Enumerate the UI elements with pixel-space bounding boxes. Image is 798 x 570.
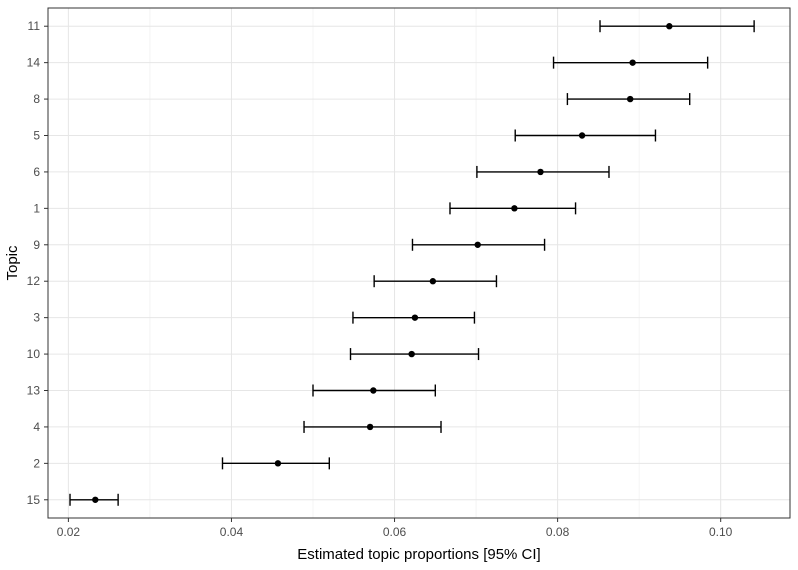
x-tick-label: 0.02 (57, 525, 81, 539)
errorbar-topic-3 (352, 311, 476, 324)
errorbar-topic-8 (566, 93, 691, 106)
point-estimate (629, 59, 636, 66)
errorbar-topic-6 (476, 165, 610, 178)
errorbar-topic-15 (69, 493, 119, 506)
errorbar-topic-4 (303, 420, 442, 433)
y-axis: 11 14 8 5 6 1 9 12 3 10 13 4 2 15 (27, 19, 48, 507)
panel-border (47, 7, 791, 519)
x-axis-title: Estimated topic proportions [95% CI] (297, 546, 540, 563)
x-tick-label: 0.08 (546, 525, 570, 539)
y-tick-label: 11 (28, 19, 41, 33)
y-tick-label: 12 (27, 274, 41, 288)
errorbar-topic-2 (221, 457, 331, 470)
y-tick-label: 1 (33, 201, 40, 215)
y-axis-title: Topic (4, 245, 21, 281)
point-estimate (578, 132, 586, 139)
errorbar-topic-13 (312, 384, 437, 397)
x-tick-label: 0.06 (383, 525, 407, 539)
point-estimate (370, 387, 377, 394)
errorbar-topic-12 (373, 275, 498, 288)
point-estimate (366, 423, 374, 431)
point-estimate (274, 460, 282, 467)
point-estimate (666, 23, 673, 30)
errorbar-topic-14 (552, 56, 709, 69)
y-tick-label: 4 (33, 420, 40, 434)
y-tick-label: 6 (33, 165, 40, 179)
point-estimate (537, 168, 544, 176)
point-estimate (411, 314, 419, 321)
point-estimate (92, 496, 99, 503)
y-tick-label: 2 (33, 456, 40, 470)
y-tick-label: 3 (33, 311, 40, 325)
point-estimate (511, 205, 518, 212)
point-estimate (429, 278, 437, 285)
y-tick-label: 5 (33, 129, 40, 143)
point-estimate (408, 350, 415, 358)
y-tick-label: 8 (33, 92, 40, 106)
x-tick-label: 0.10 (709, 525, 733, 539)
x-tick-label: 0.04 (220, 525, 244, 539)
y-tick-label: 10 (27, 347, 41, 361)
y-tick-label: 14 (27, 56, 41, 70)
errorbar-topic-1 (449, 202, 577, 215)
y-tick-label: 15 (27, 493, 41, 507)
y-tick-label: 9 (33, 238, 40, 252)
x-axis: 0.02 0.04 0.06 0.08 0.10 (57, 518, 733, 539)
point-estimate (626, 95, 634, 103)
data-marks (69, 20, 755, 506)
y-tick-label: 13 (27, 384, 41, 398)
errorbar-topic-9 (411, 238, 546, 251)
point-estimate (474, 241, 481, 248)
errorbar-topic-10 (349, 348, 480, 361)
errorbar-topic-11 (599, 20, 755, 33)
errorbar-topic-5 (514, 129, 657, 142)
